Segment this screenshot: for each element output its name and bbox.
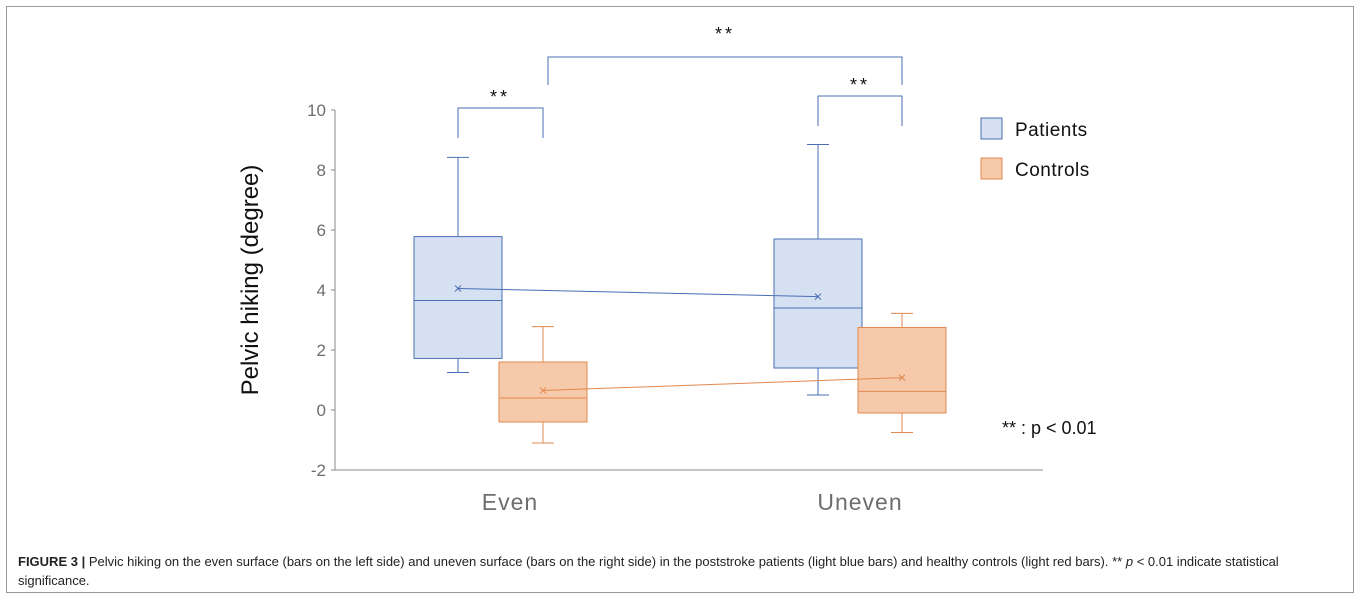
y-tick-label: 4 xyxy=(317,281,326,300)
significance-brackets: ** ** ** xyxy=(457,24,903,138)
caption-text-end: < 0.01 indicate statistical significance… xyxy=(18,554,1279,588)
bracket-uneven xyxy=(817,95,903,126)
p-value-annotation: ** : p < 0.01 xyxy=(1002,418,1097,438)
caption-label: FIGURE 3 | xyxy=(18,554,86,569)
box-plot-marks xyxy=(413,144,947,444)
y-tick-label: 8 xyxy=(317,161,326,180)
legend-swatch-controls xyxy=(980,157,1003,180)
x-category-uneven: Uneven xyxy=(817,489,902,515)
bracket-even xyxy=(457,107,544,138)
box-controls-even xyxy=(498,361,588,423)
caption-text: Pelvic hiking on the even surface (bars … xyxy=(88,554,1109,569)
mean-line-patients xyxy=(457,288,819,298)
x-category-even: Even xyxy=(482,489,538,515)
y-tick-label: 10 xyxy=(307,101,326,120)
bracket-surface xyxy=(547,56,903,85)
box-controls-uneven xyxy=(857,327,947,414)
box-patients-even xyxy=(413,236,503,359)
legend: Patients Controls xyxy=(980,117,1090,181)
y-axis-label: Pelvic hiking (degree) xyxy=(237,165,264,396)
mean-line-controls xyxy=(542,377,903,391)
significance-uneven: ** xyxy=(850,75,870,95)
y-tick-label: 6 xyxy=(317,221,326,240)
mean-marker-controls-uneven xyxy=(898,374,906,381)
y-ticks: 10 8 6 4 2 0 -2 xyxy=(307,101,335,480)
legend-label-patients: Patients xyxy=(1015,120,1088,141)
caption-p: p xyxy=(1125,554,1134,569)
significance-even: ** xyxy=(490,87,510,107)
box-patients-uneven xyxy=(773,238,863,369)
legend-swatch-patients xyxy=(980,117,1003,140)
caption-stars: ** xyxy=(1112,554,1123,569)
mean-marker-patients-even xyxy=(454,285,462,292)
y-tick-label: -2 xyxy=(311,461,326,480)
legend-label-controls: Controls xyxy=(1015,160,1090,181)
mean-marker-controls-even xyxy=(539,387,547,394)
y-tick-label: 0 xyxy=(317,401,326,420)
figure-frame xyxy=(6,6,1354,593)
figure-caption: FIGURE 3 | Pelvic hiking on the even sur… xyxy=(18,552,1343,590)
y-tick-label: 2 xyxy=(317,341,326,360)
mean-marker-patients-uneven xyxy=(814,293,822,300)
significance-surface: ** xyxy=(715,24,735,44)
